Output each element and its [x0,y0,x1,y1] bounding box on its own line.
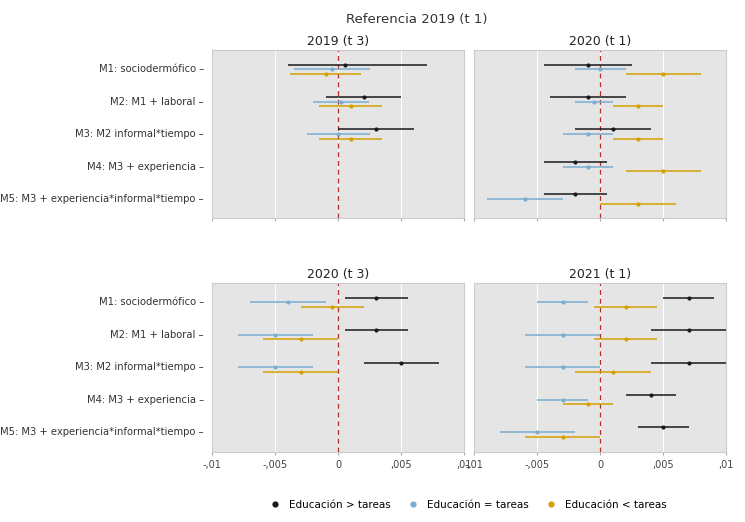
Text: M3: M2 informal*tiempo –: M3: M2 informal*tiempo – [75,129,204,139]
Text: M1: sociodermófico –: M1: sociodermófico – [99,64,204,74]
Text: Referencia 2019 (t 1): Referencia 2019 (t 1) [346,13,488,26]
Text: M3: M2 informal*tiempo –: M3: M2 informal*tiempo – [75,362,204,372]
Title: 2020 (t 1): 2020 (t 1) [569,35,632,49]
Title: 2021 (t 1): 2021 (t 1) [569,268,632,281]
Text: M5: M3 + experiencia*informal*tiempo –: M5: M3 + experiencia*informal*tiempo – [1,427,204,437]
Text: M5: M3 + experiencia*informal*tiempo –: M5: M3 + experiencia*informal*tiempo – [1,194,204,204]
Text: M2: M1 + laboral –: M2: M1 + laboral – [110,97,204,106]
Text: M4: M3 + experiencia –: M4: M3 + experiencia – [87,395,204,405]
Text: M4: M3 + experiencia –: M4: M3 + experiencia – [87,161,204,172]
Text: M1: sociodermófico –: M1: sociodermófico – [99,297,204,307]
Legend: Educación > tareas, Educación = tareas, Educación < tareas: Educación > tareas, Educación = tareas, … [261,496,670,514]
Title: 2019 (t 3): 2019 (t 3) [307,35,370,49]
Text: M2: M1 + laboral –: M2: M1 + laboral – [110,329,204,340]
Title: 2020 (t 3): 2020 (t 3) [307,268,370,281]
